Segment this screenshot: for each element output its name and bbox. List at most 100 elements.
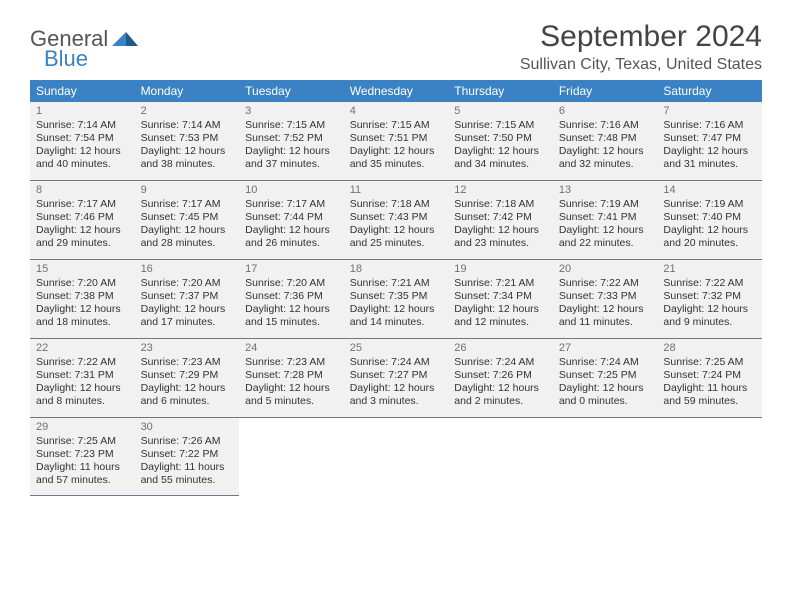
daylight-text-2: and 23 minutes. xyxy=(454,237,547,250)
day-number: 21 xyxy=(663,263,756,275)
day-number: 18 xyxy=(350,263,443,275)
daylight-text-1: Daylight: 12 hours xyxy=(141,303,234,316)
sunrise-text: Sunrise: 7:17 AM xyxy=(245,198,338,211)
week-row: 29 Sunrise: 7:25 AM Sunset: 7:23 PM Dayl… xyxy=(30,418,762,496)
day-cell: 17 Sunrise: 7:20 AM Sunset: 7:36 PM Dayl… xyxy=(239,260,344,338)
sunset-text: Sunset: 7:42 PM xyxy=(454,211,547,224)
daylight-text-1: Daylight: 11 hours xyxy=(663,382,756,395)
daylight-text-2: and 35 minutes. xyxy=(350,158,443,171)
day-number: 1 xyxy=(36,105,129,117)
daylight-text-2: and 20 minutes. xyxy=(663,237,756,250)
daylight-text-2: and 38 minutes. xyxy=(141,158,234,171)
document-header: General Blue September 2024 Sullivan Cit… xyxy=(30,20,762,74)
sunrise-text: Sunrise: 7:19 AM xyxy=(559,198,652,211)
day-cell: 4 Sunrise: 7:15 AM Sunset: 7:51 PM Dayli… xyxy=(344,102,449,180)
day-cell: 28 Sunrise: 7:25 AM Sunset: 7:24 PM Dayl… xyxy=(657,339,762,417)
sunset-text: Sunset: 7:48 PM xyxy=(559,132,652,145)
daylight-text-1: Daylight: 12 hours xyxy=(559,382,652,395)
sunrise-text: Sunrise: 7:20 AM xyxy=(245,277,338,290)
day-cell: 18 Sunrise: 7:21 AM Sunset: 7:35 PM Dayl… xyxy=(344,260,449,338)
empty-cell xyxy=(448,418,553,496)
day-cell: 30 Sunrise: 7:26 AM Sunset: 7:22 PM Dayl… xyxy=(135,418,240,496)
daylight-text-2: and 5 minutes. xyxy=(245,395,338,408)
day-number: 13 xyxy=(559,184,652,196)
day-cell: 15 Sunrise: 7:20 AM Sunset: 7:38 PM Dayl… xyxy=(30,260,135,338)
week-row: 22 Sunrise: 7:22 AM Sunset: 7:31 PM Dayl… xyxy=(30,339,762,418)
daylight-text-2: and 37 minutes. xyxy=(245,158,338,171)
day-cell: 8 Sunrise: 7:17 AM Sunset: 7:46 PM Dayli… xyxy=(30,181,135,259)
daylight-text-2: and 22 minutes. xyxy=(559,237,652,250)
sunrise-text: Sunrise: 7:24 AM xyxy=(350,356,443,369)
day-cell: 26 Sunrise: 7:24 AM Sunset: 7:26 PM Dayl… xyxy=(448,339,553,417)
day-cell: 13 Sunrise: 7:19 AM Sunset: 7:41 PM Dayl… xyxy=(553,181,658,259)
daylight-text-1: Daylight: 12 hours xyxy=(141,145,234,158)
day-cell: 2 Sunrise: 7:14 AM Sunset: 7:53 PM Dayli… xyxy=(135,102,240,180)
sunset-text: Sunset: 7:54 PM xyxy=(36,132,129,145)
daylight-text-2: and 31 minutes. xyxy=(663,158,756,171)
daylight-text-2: and 3 minutes. xyxy=(350,395,443,408)
sunset-text: Sunset: 7:29 PM xyxy=(141,369,234,382)
daylight-text-2: and 14 minutes. xyxy=(350,316,443,329)
weekday-thursday: Thursday xyxy=(448,80,553,102)
sunset-text: Sunset: 7:41 PM xyxy=(559,211,652,224)
week-row: 8 Sunrise: 7:17 AM Sunset: 7:46 PM Dayli… xyxy=(30,181,762,260)
daylight-text-2: and 2 minutes. xyxy=(454,395,547,408)
sunrise-text: Sunrise: 7:18 AM xyxy=(350,198,443,211)
day-cell: 6 Sunrise: 7:16 AM Sunset: 7:48 PM Dayli… xyxy=(553,102,658,180)
day-number: 12 xyxy=(454,184,547,196)
sunset-text: Sunset: 7:24 PM xyxy=(663,369,756,382)
daylight-text-1: Daylight: 11 hours xyxy=(36,461,129,474)
sunset-text: Sunset: 7:37 PM xyxy=(141,290,234,303)
sunset-text: Sunset: 7:44 PM xyxy=(245,211,338,224)
sunset-text: Sunset: 7:53 PM xyxy=(141,132,234,145)
sunrise-text: Sunrise: 7:16 AM xyxy=(559,119,652,132)
sunset-text: Sunset: 7:45 PM xyxy=(141,211,234,224)
daylight-text-2: and 34 minutes. xyxy=(454,158,547,171)
week-row: 1 Sunrise: 7:14 AM Sunset: 7:54 PM Dayli… xyxy=(30,102,762,181)
daylight-text-2: and 25 minutes. xyxy=(350,237,443,250)
sunset-text: Sunset: 7:31 PM xyxy=(36,369,129,382)
empty-cell xyxy=(553,418,658,496)
sunset-text: Sunset: 7:47 PM xyxy=(663,132,756,145)
day-number: 6 xyxy=(559,105,652,117)
day-cell: 23 Sunrise: 7:23 AM Sunset: 7:29 PM Dayl… xyxy=(135,339,240,417)
sunrise-text: Sunrise: 7:26 AM xyxy=(141,435,234,448)
day-cell: 3 Sunrise: 7:15 AM Sunset: 7:52 PM Dayli… xyxy=(239,102,344,180)
day-number: 2 xyxy=(141,105,234,117)
daylight-text-1: Daylight: 12 hours xyxy=(454,145,547,158)
daylight-text-1: Daylight: 12 hours xyxy=(663,224,756,237)
daylight-text-2: and 32 minutes. xyxy=(559,158,652,171)
daylight-text-1: Daylight: 12 hours xyxy=(559,303,652,316)
day-number: 17 xyxy=(245,263,338,275)
sunrise-text: Sunrise: 7:19 AM xyxy=(663,198,756,211)
weekday-sunday: Sunday xyxy=(30,80,135,102)
daylight-text-1: Daylight: 12 hours xyxy=(36,145,129,158)
day-number: 22 xyxy=(36,342,129,354)
sunset-text: Sunset: 7:28 PM xyxy=(245,369,338,382)
sunset-text: Sunset: 7:35 PM xyxy=(350,290,443,303)
weekday-monday: Monday xyxy=(135,80,240,102)
sunset-text: Sunset: 7:40 PM xyxy=(663,211,756,224)
daylight-text-2: and 0 minutes. xyxy=(559,395,652,408)
day-number: 20 xyxy=(559,263,652,275)
daylight-text-1: Daylight: 12 hours xyxy=(36,382,129,395)
sunset-text: Sunset: 7:36 PM xyxy=(245,290,338,303)
day-cell: 24 Sunrise: 7:23 AM Sunset: 7:28 PM Dayl… xyxy=(239,339,344,417)
sunrise-text: Sunrise: 7:15 AM xyxy=(245,119,338,132)
daylight-text-1: Daylight: 12 hours xyxy=(245,382,338,395)
day-cell: 14 Sunrise: 7:19 AM Sunset: 7:40 PM Dayl… xyxy=(657,181,762,259)
day-number: 8 xyxy=(36,184,129,196)
day-cell: 20 Sunrise: 7:22 AM Sunset: 7:33 PM Dayl… xyxy=(553,260,658,338)
logo: General Blue xyxy=(30,26,138,72)
sunrise-text: Sunrise: 7:20 AM xyxy=(36,277,129,290)
daylight-text-1: Daylight: 12 hours xyxy=(559,145,652,158)
day-number: 5 xyxy=(454,105,547,117)
sunrise-text: Sunrise: 7:20 AM xyxy=(141,277,234,290)
day-number: 16 xyxy=(141,263,234,275)
daylight-text-2: and 57 minutes. xyxy=(36,474,129,487)
daylight-text-1: Daylight: 12 hours xyxy=(454,303,547,316)
sunrise-text: Sunrise: 7:24 AM xyxy=(454,356,547,369)
daylight-text-1: Daylight: 12 hours xyxy=(245,303,338,316)
sunrise-text: Sunrise: 7:23 AM xyxy=(141,356,234,369)
calendar-grid: Sunday Monday Tuesday Wednesday Thursday… xyxy=(30,80,762,496)
